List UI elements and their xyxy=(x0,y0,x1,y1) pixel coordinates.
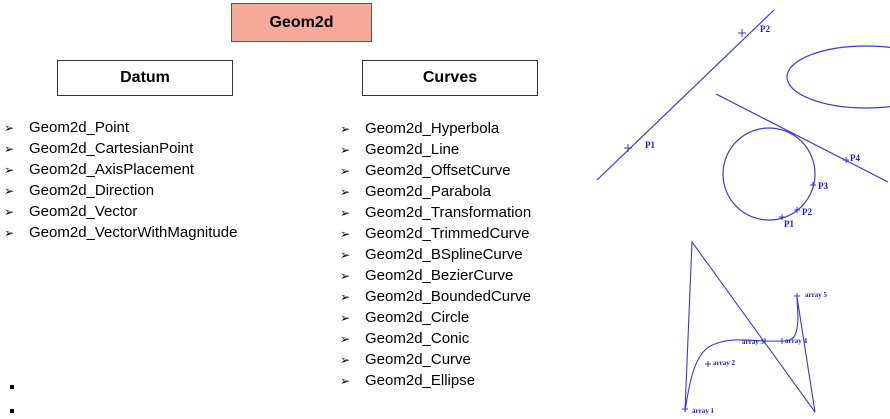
arrowhead-bullet-icon: ➢ xyxy=(4,121,15,135)
title-label: Geom2d xyxy=(269,13,334,31)
list-item: ➢ Geom2d_Point xyxy=(4,117,237,138)
datum-heading: Datum xyxy=(120,69,170,86)
list-item: ➢ Geom2d_BoundedCurve xyxy=(340,286,531,307)
list-item: ➢ Geom2d_BSplineCurve xyxy=(340,244,531,265)
bspline-point-label: array 5 xyxy=(805,291,827,299)
circle-point-label: P2 xyxy=(802,207,812,217)
bspline-point-label: array 2 xyxy=(713,359,735,367)
curves-list: ➢ Geom2d_Hyperbola ➢ Geom2d_Line ➢ Geom2d_O… xyxy=(340,118,531,391)
bspline-curve xyxy=(684,296,799,412)
list-item: ➢ Geom2d_Line xyxy=(340,139,531,160)
arrowhead-bullet-icon: ➢ xyxy=(340,374,351,388)
arrowhead-bullet-icon: ➢ xyxy=(340,248,351,262)
ellipse-curve xyxy=(786,45,890,109)
list-item: ➢ Geom2d_Circle xyxy=(340,307,531,328)
line-curve xyxy=(596,9,775,181)
line-point-label: P2 xyxy=(760,24,770,34)
arrowhead-bullet-icon: ➢ xyxy=(340,269,351,283)
list-item: ➢ Geom2d_Vector xyxy=(4,201,237,222)
list-item: ➢ Geom2d_Transformation xyxy=(340,202,531,223)
arrowhead-bullet-icon: ➢ xyxy=(340,164,351,178)
cross-marker xyxy=(779,157,849,220)
circle-point-label: P4 xyxy=(850,153,860,163)
cross-marker xyxy=(682,293,800,412)
arrowhead-bullet-icon: ➢ xyxy=(4,205,15,219)
list-item: ➢ Geom2d_Ellipse xyxy=(340,370,531,391)
square-bullet-icon xyxy=(10,409,14,413)
arrowhead-bullet-icon: ➢ xyxy=(4,226,15,240)
list-item: ➢ Geom2d_Curve xyxy=(340,349,531,370)
arrowhead-bullet-icon: ➢ xyxy=(4,142,15,156)
arrowhead-bullet-icon: ➢ xyxy=(340,311,351,325)
title-box: Geom2d xyxy=(231,3,372,42)
arrowhead-bullet-icon: ➢ xyxy=(340,122,351,136)
line-point-label: P1 xyxy=(645,140,655,150)
tangent-line xyxy=(715,93,889,183)
bspline-point-label: array 1 xyxy=(692,407,714,415)
arrowhead-bullet-icon: ➢ xyxy=(4,163,15,177)
curves-heading: Curves xyxy=(422,69,478,86)
arrowhead-bullet-icon: ➢ xyxy=(340,206,351,220)
arrowhead-bullet-icon: ➢ xyxy=(340,227,351,241)
list-item: ➢ Geom2d_Direction xyxy=(4,180,237,201)
arrowhead-bullet-icon: ➢ xyxy=(340,332,351,346)
bspline-point-label: array 4 xyxy=(785,337,807,345)
list-item: ➢ Geom2d_OffsetCurve xyxy=(340,160,531,181)
list-item: ➢ Geom2d_Hyperbola xyxy=(340,118,531,139)
datum-box: Datum xyxy=(57,60,233,96)
cross-marker xyxy=(624,29,746,152)
list-item: ➢ Geom2d_TrimmedCurve xyxy=(340,223,531,244)
curves-box: Curves xyxy=(362,60,538,96)
arrowhead-bullet-icon: ➢ xyxy=(340,353,351,367)
bspline-point-label: array 3 xyxy=(742,338,764,346)
list-item: ➢ Geom2d_BezierCurve xyxy=(340,265,531,286)
circle-point-label: P1 xyxy=(784,219,794,229)
list-item: ➢ Geom2d_VectorWithMagnitude xyxy=(4,222,237,243)
arrowhead-bullet-icon: ➢ xyxy=(340,143,351,157)
list-item: ➢ Geom2d_CartesianPoint xyxy=(4,138,237,159)
arrowhead-bullet-icon: ➢ xyxy=(340,185,351,199)
square-bullet-icon xyxy=(10,385,14,389)
arrowhead-bullet-icon: ➢ xyxy=(4,184,15,198)
list-item: ➢ Geom2d_AxisPlacement xyxy=(4,159,237,180)
list-item: ➢ Geom2d_Parabola xyxy=(340,181,531,202)
datum-list: ➢ Geom2d_Point ➢ Geom2d_CartesianPoint ➢ Ge… xyxy=(4,117,237,243)
circle-point-label: P3 xyxy=(818,181,828,191)
list-item: ➢ Geom2d_Conic xyxy=(340,328,531,349)
circle-curve xyxy=(722,127,816,221)
control-polygon xyxy=(684,240,816,413)
arrowhead-bullet-icon: ➢ xyxy=(340,290,351,304)
